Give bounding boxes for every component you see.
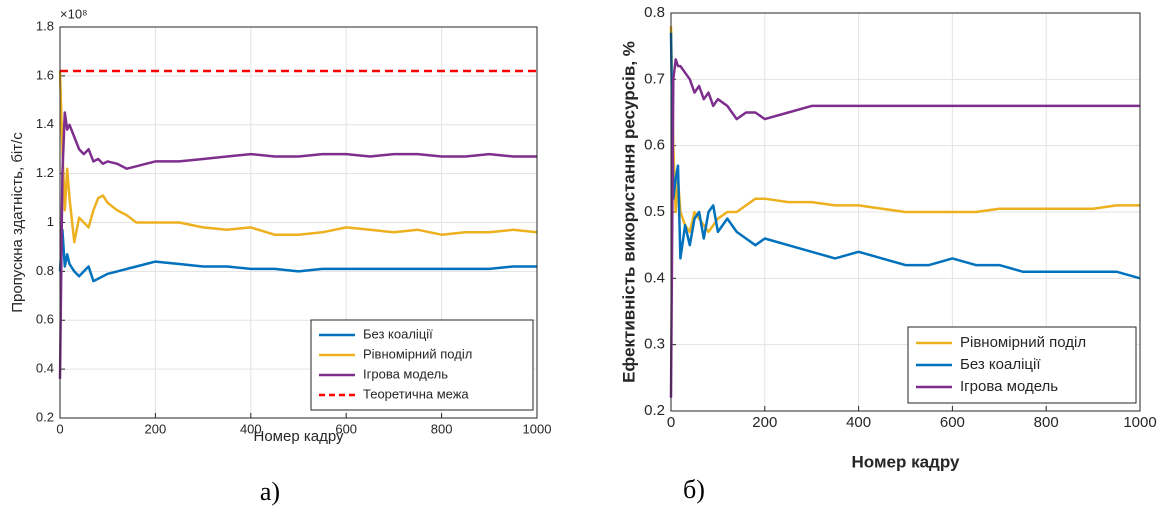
x-tick-label: 600 [335,421,357,436]
series-line [58,228,537,283]
y-scale-label: ×10⁸ [60,6,88,21]
x-tick-label: 400 [240,421,262,436]
x-axis-label: Номер кадру [852,452,960,471]
legend-label: Без коаліції [960,356,1041,373]
legend-label: Рівномірний поділ [363,346,472,361]
series-line [58,111,537,379]
y-axis-label: Ефективність використання ресурсів, % [619,41,638,383]
x-tick-label: 200 [752,414,777,431]
x-tick-label: 800 [431,421,453,436]
x-tick-label: 600 [940,414,965,431]
legend-label: Теоретична межа [363,386,469,401]
chart: 0.2 0.3 0.4 0.5 0.6 0.7 0.8 0 200 400 600 800 1000 Но… [619,4,1156,504]
plot-frame [670,12,1141,412]
x-tick-label: 200 [145,421,167,436]
y-tick-label: 1.2 [36,165,54,180]
x-tick-label: 1000 [1123,414,1156,431]
y-axis-label: Пропускна здатність, біт/с [9,132,26,313]
x-tick-label: 0 [667,414,675,431]
legend-box [310,319,534,411]
y-tick-label: 0.3 [644,336,665,353]
legend-label: Рівномірний поділ [960,334,1086,351]
y-tick-label: 0.4 [36,361,54,376]
series-line [669,32,1141,280]
y-tick-label: 0.8 [644,4,665,21]
x-tick-label: 1000 [523,421,552,436]
y-tick-label: 0.7 [644,70,665,87]
y-tick-label: 1.6 [36,67,54,82]
y-tick-label: 1 [47,214,54,229]
legend-label: Ігрова модель [960,378,1058,395]
x-tick-label: 800 [1034,414,1059,431]
y-tick-label: 1.4 [36,116,54,131]
y-tick-label: 1.8 [36,18,54,33]
y-tick-label: 0.6 [644,137,665,154]
legend-label: Ігрова модель [363,366,448,381]
x-tick-label: 400 [846,414,871,431]
series-line [58,70,538,244]
y-tick-label: 0.8 [36,263,54,278]
y-tick-label: 0.6 [36,312,54,327]
y-tick-label: 0.2 [36,409,54,424]
x-axis-label: Номер кадру [254,428,345,445]
series-line [669,58,1140,398]
caption: а) [260,477,280,506]
chart: 0.2 0.4 0.6 0.8 1 1.2 1.4 1.6 1.8 0 200 400 600 800 10… [9,6,551,506]
y-tick-label: 0.4 [644,269,665,286]
series-line [669,26,1140,234]
x-tick-label: 0 [56,421,63,436]
caption: б) [683,475,705,504]
legend-label: Без коаліції [363,326,433,341]
y-tick-label: 0.5 [644,203,665,220]
y-tick-label: 0.2 [644,402,665,419]
plot-frame [59,26,538,419]
